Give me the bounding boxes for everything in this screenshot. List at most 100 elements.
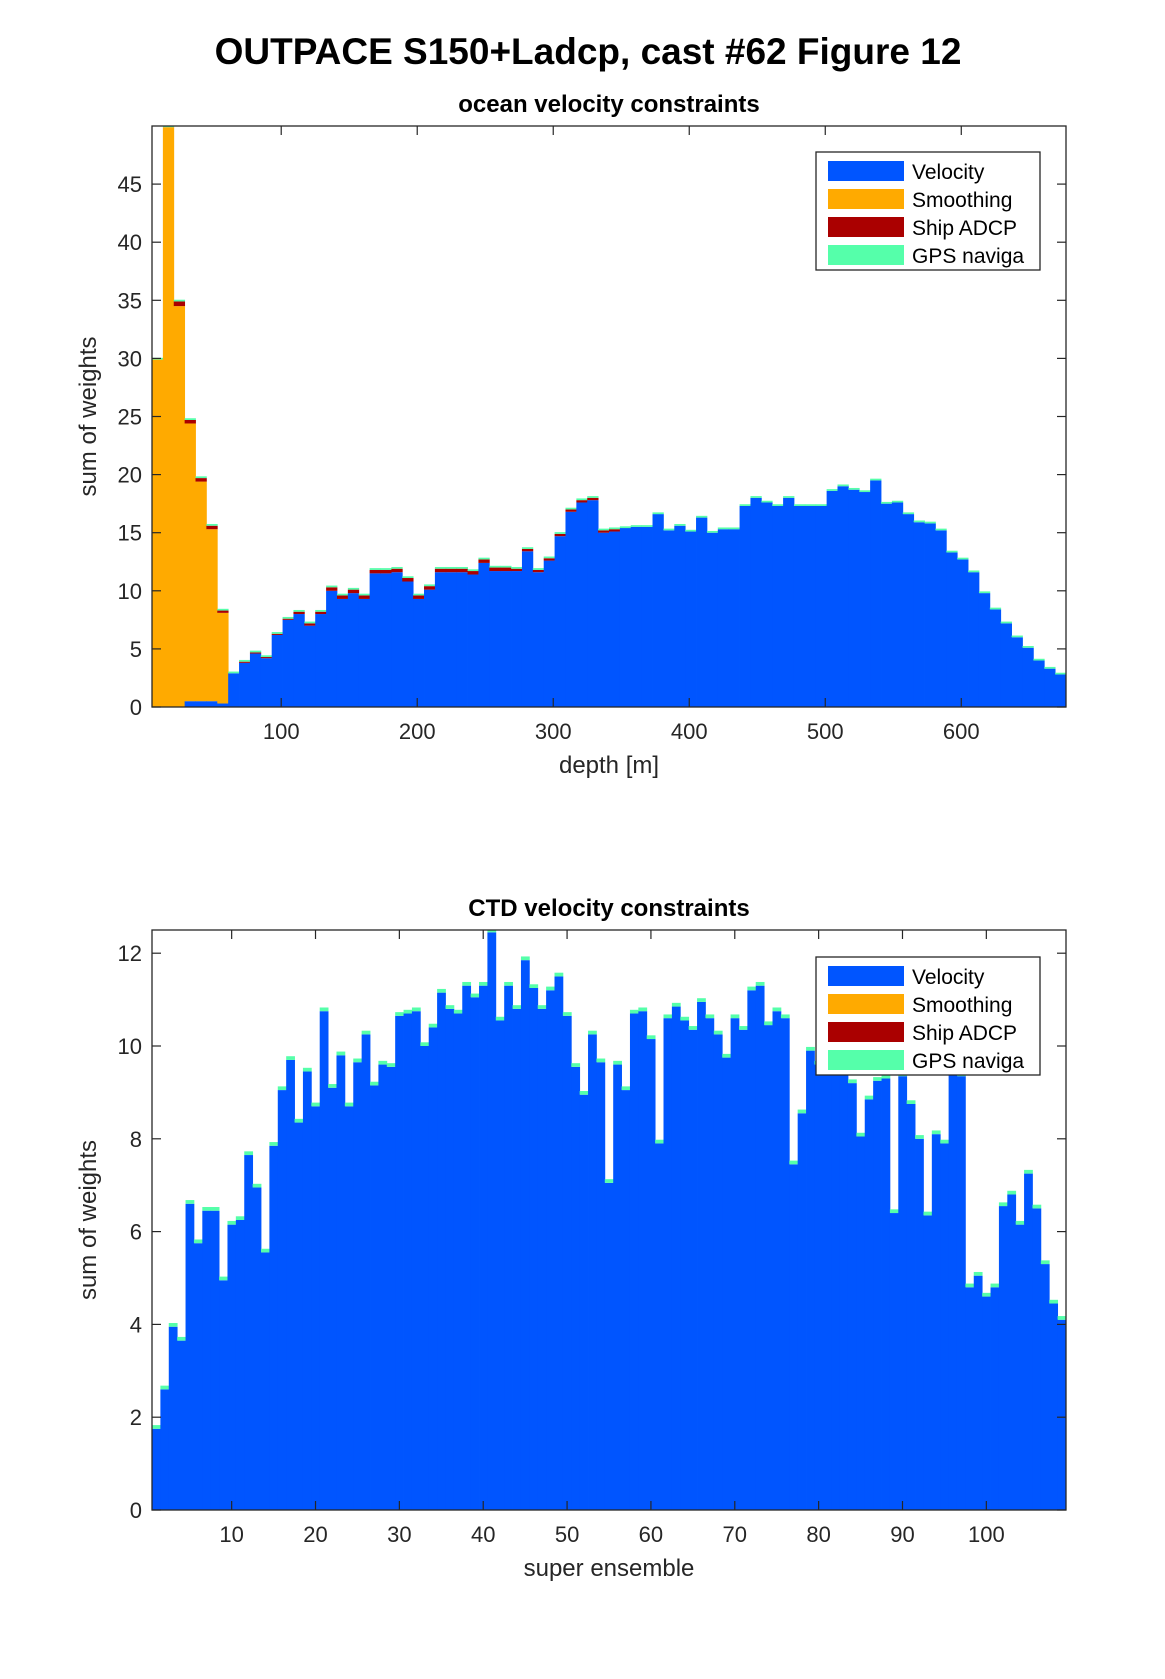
bar-velocity xyxy=(512,1008,522,1510)
bar-gps-naviga xyxy=(565,507,577,510)
bar-velocity xyxy=(822,1041,832,1510)
bar-gps-naviga xyxy=(244,1151,254,1156)
bar-gps-naviga xyxy=(619,526,632,529)
bar-gps-naviga xyxy=(344,1102,354,1107)
bar-velocity xyxy=(973,1275,983,1510)
legend-label: Velocity xyxy=(912,966,985,989)
bar-velocity xyxy=(619,528,632,707)
bar-gps-naviga xyxy=(1032,1204,1042,1209)
bar-velocity xyxy=(434,572,447,707)
bar-gps-naviga xyxy=(598,528,610,531)
bar-gps-naviga xyxy=(249,650,262,653)
legend-swatch xyxy=(828,1050,904,1070)
chart-title: CTD velocity constraints xyxy=(468,895,749,922)
bar-velocity xyxy=(294,1122,304,1510)
bar-gps-naviga xyxy=(982,1292,991,1297)
bar-velocity xyxy=(177,1340,186,1510)
x-tick-label: 70 xyxy=(723,1522,747,1547)
bar-velocity xyxy=(437,992,446,1510)
bar-gps-naviga xyxy=(554,532,566,534)
bar-gps-naviga xyxy=(571,1063,581,1067)
bar-gps-naviga xyxy=(646,1035,656,1040)
bar-velocity xyxy=(1040,1264,1050,1510)
bar-gps-naviga xyxy=(1007,1190,1017,1195)
bar-gps-naviga xyxy=(978,591,991,594)
bar-velocity xyxy=(420,1046,430,1510)
bar-velocity xyxy=(1011,637,1023,707)
bar-gps-naviga xyxy=(336,593,349,596)
x-tick-label: 500 xyxy=(807,719,844,744)
bar-velocity xyxy=(946,552,958,707)
bar-velocity xyxy=(579,1094,589,1510)
bar-ship-adcp xyxy=(554,533,566,537)
bar-ship-adcp xyxy=(195,478,207,482)
bar-velocity xyxy=(815,505,828,707)
bar-ship-adcp xyxy=(413,595,425,599)
bar-velocity xyxy=(369,573,381,707)
y-tick-label: 15 xyxy=(118,521,142,546)
bar-velocity xyxy=(957,559,969,707)
bar-velocity xyxy=(479,985,488,1510)
bar-velocity xyxy=(395,1015,404,1510)
bar-gps-naviga xyxy=(837,484,849,487)
y-tick-label: 40 xyxy=(118,230,142,255)
bar-velocity xyxy=(655,1143,664,1510)
bar-gps-naviga xyxy=(235,1216,245,1220)
bar-gps-naviga xyxy=(511,566,523,569)
bar-velocity xyxy=(428,1027,438,1510)
bar-gps-naviga xyxy=(478,557,490,560)
bar-velocity xyxy=(935,530,947,707)
legend-label: GPS naviga xyxy=(912,1050,1024,1073)
bar-gps-naviga xyxy=(217,608,229,611)
bar-velocity xyxy=(370,1085,379,1510)
bar-velocity xyxy=(1007,1194,1017,1510)
bar-gps-naviga xyxy=(328,1084,337,1088)
bar-gps-naviga xyxy=(437,988,446,993)
bar-gps-naviga xyxy=(434,566,447,569)
bar-velocity xyxy=(596,1062,606,1510)
bar-gps-naviga xyxy=(1024,1169,1033,1174)
bar-velocity xyxy=(847,1083,857,1510)
bar-ship-adcp xyxy=(336,595,349,599)
bar-velocity xyxy=(210,1210,220,1510)
bar-gps-naviga xyxy=(380,568,392,570)
bar-velocity xyxy=(319,1011,329,1510)
bar-gps-naviga xyxy=(913,520,925,523)
bar-gps-naviga xyxy=(873,1077,882,1081)
y-tick-label: 0 xyxy=(130,1498,142,1523)
bar-gps-naviga xyxy=(889,1209,899,1214)
bar-velocity xyxy=(940,1143,950,1510)
bar-velocity xyxy=(576,502,588,707)
bar-velocity xyxy=(456,572,468,707)
bar-gps-naviga xyxy=(935,528,947,531)
bar-gps-naviga xyxy=(378,1060,388,1065)
x-tick-label: 400 xyxy=(671,719,708,744)
bar-velocity xyxy=(152,1428,161,1510)
bar-gps-naviga xyxy=(294,1118,304,1123)
bar-gps-naviga xyxy=(1066,681,1077,683)
bar-velocity xyxy=(529,988,539,1510)
bar-gps-naviga xyxy=(761,500,773,503)
bar-velocity xyxy=(978,593,991,707)
bar-velocity xyxy=(195,701,207,707)
bar-velocity xyxy=(249,653,262,707)
bar-velocity xyxy=(889,1213,899,1510)
bar-ship-adcp xyxy=(424,586,436,590)
bar-gps-naviga xyxy=(160,1385,170,1390)
bar-gps-naviga xyxy=(946,550,958,553)
bar-ship-adcp xyxy=(239,661,251,663)
legend: Velocity Smoothing Ship ADCP GPS naviga xyxy=(815,956,1041,1076)
bar-velocity xyxy=(696,517,708,707)
bar-velocity xyxy=(260,658,273,707)
bars-group xyxy=(152,930,1066,1510)
bar-smoothing xyxy=(173,306,186,707)
bar-gps-naviga xyxy=(304,621,316,624)
bar-velocity xyxy=(495,1020,505,1510)
bar-gps-naviga xyxy=(1015,1220,1025,1225)
bar-velocity xyxy=(411,1011,421,1510)
bar-velocity xyxy=(906,1104,916,1510)
bar-gps-naviga xyxy=(177,1336,186,1341)
bar-velocity xyxy=(924,523,936,707)
legend-swatch xyxy=(828,189,904,209)
